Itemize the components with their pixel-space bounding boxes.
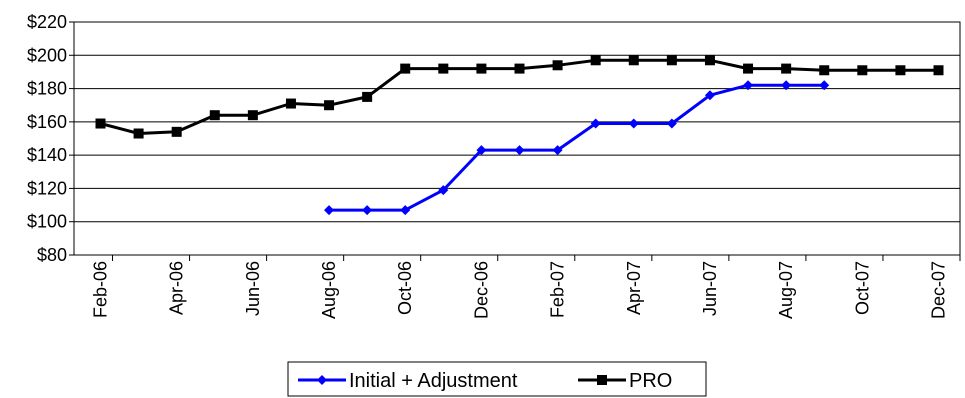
y-axis: $80 $100 $120 $140 $160 $180 $200 $220	[27, 12, 74, 265]
x-tick-label: Jun-06	[243, 261, 263, 316]
data-point-pro	[476, 63, 487, 74]
x-tick-label: Aug-06	[319, 261, 339, 319]
data-point-pro	[247, 110, 258, 121]
data-point-pro	[209, 110, 220, 121]
legend-marker-initial-adjustment	[317, 375, 327, 385]
data-point-pro	[857, 65, 868, 76]
legend-box	[287, 361, 707, 397]
legend: Initial + Adjustment PRO	[287, 361, 707, 397]
x-tick-label: Apr-06	[167, 261, 187, 315]
data-point-initial-adjustment	[438, 185, 449, 196]
data-point-pro	[324, 100, 335, 111]
data-point-initial-adjustment	[781, 80, 792, 91]
data-point-pro	[781, 63, 792, 74]
data-point-initial-adjustment	[628, 118, 639, 129]
x-axis: Feb-06 Apr-06 Jun-06 Aug-06 Oct-06 Dec-06 Feb-…	[91, 255, 961, 319]
data-point-pro	[171, 126, 182, 137]
legend-label-initial-adjustment: Initial + Adjustment	[349, 370, 518, 392]
series-line-initial-adjustment	[329, 83, 825, 212]
y-tick-label: $100	[27, 212, 67, 232]
data-point-initial-adjustment	[476, 145, 487, 156]
data-point-pro	[552, 60, 563, 71]
data-point-pro	[628, 55, 639, 66]
y-tick-label: $220	[27, 12, 67, 32]
data-point-pro	[438, 63, 449, 74]
y-tick-label: $180	[27, 79, 67, 99]
data-point-pro	[590, 55, 601, 66]
series-layer	[95, 55, 944, 216]
legend-marker-pro	[597, 375, 607, 385]
data-point-initial-adjustment	[590, 118, 601, 129]
data-point-initial-adjustment	[514, 145, 525, 156]
data-point-initial-adjustment	[400, 205, 411, 216]
data-point-initial-adjustment	[819, 80, 830, 91]
y-tick-label: $200	[27, 45, 67, 65]
data-point-pro	[895, 65, 906, 76]
y-tick-label: $140	[27, 145, 67, 165]
x-tick-label: Aug-07	[776, 261, 796, 319]
data-point-pro	[514, 63, 525, 74]
legend-label-pro: PRO	[629, 370, 672, 392]
data-point-pro	[400, 63, 411, 74]
data-point-initial-adjustment	[552, 145, 563, 156]
data-point-pro	[95, 118, 106, 129]
gridlines	[74, 54, 960, 223]
data-point-pro	[704, 55, 715, 66]
data-point-pro	[933, 65, 944, 76]
data-point-pro	[666, 55, 677, 66]
data-point-pro	[133, 128, 144, 139]
data-point-pro	[285, 98, 296, 109]
data-point-initial-adjustment	[362, 205, 373, 216]
x-tick-label: Jun-07	[700, 261, 720, 316]
x-tick-label: Dec-06	[471, 261, 491, 319]
data-point-initial-adjustment	[666, 118, 677, 129]
y-tick-label: $160	[27, 112, 67, 132]
data-point-initial-adjustment	[743, 80, 754, 91]
x-tick-label: Oct-06	[395, 261, 415, 315]
x-tick-label: Dec-07	[929, 261, 949, 319]
x-tick-label: Oct-07	[852, 261, 872, 315]
x-tick-label: Feb-07	[548, 261, 568, 318]
data-point-pro	[362, 91, 373, 102]
y-tick-label: $80	[37, 245, 67, 265]
data-point-pro	[743, 63, 754, 74]
data-point-initial-adjustment	[704, 90, 715, 101]
plot-area-border	[73, 21, 961, 256]
data-point-pro	[819, 65, 830, 76]
x-tick-label: Apr-07	[624, 261, 644, 315]
y-tick-label: $120	[27, 178, 67, 198]
data-point-initial-adjustment	[324, 205, 335, 216]
x-tick-label: Feb-06	[91, 261, 111, 318]
